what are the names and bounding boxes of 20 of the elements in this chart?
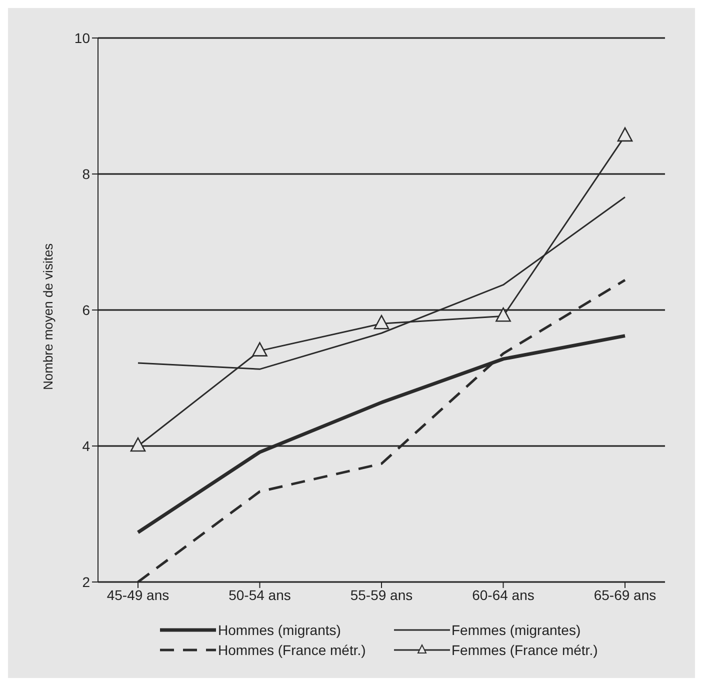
- y-axis-title: Nombre moyen de visites: [40, 242, 56, 390]
- point: [130, 437, 146, 452]
- legend-label: Femmes (migrantes): [452, 622, 581, 638]
- x-tick-label: 45-49 ans: [106, 586, 170, 603]
- point: [374, 314, 390, 330]
- legend-label: Femmes (France métr.): [452, 642, 598, 658]
- legend-label: Hommes (migrants): [218, 622, 341, 638]
- x-tick-label: 50-54 ans: [228, 586, 291, 603]
- point: [496, 307, 511, 322]
- y-tick-label: 6: [82, 302, 90, 318]
- x-tick-label: 60-64 ans: [472, 586, 534, 603]
- x-tick-label: 65-69 ans: [594, 586, 656, 603]
- legend-label: Hommes (France métr.): [218, 642, 366, 658]
- y-tick-label: 4: [82, 438, 90, 454]
- point: [617, 127, 633, 142]
- point: [252, 342, 268, 356]
- x-tick-label: 55-59 ans: [350, 586, 413, 603]
- y-tick-label: 2: [82, 574, 90, 590]
- y-tick-label: 8: [82, 166, 90, 182]
- y-tick-label: 10: [74, 30, 90, 46]
